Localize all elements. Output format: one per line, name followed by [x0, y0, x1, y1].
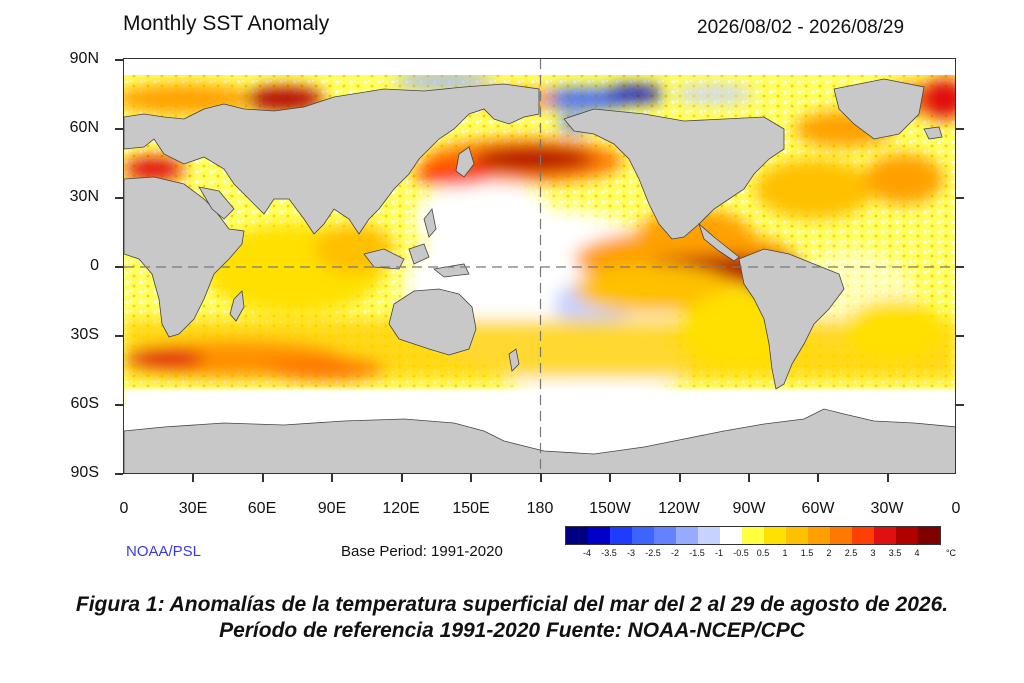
colorbar-swatch: [852, 527, 874, 544]
colorbar-swatch: [830, 527, 852, 544]
south-america-landmass: [738, 248, 845, 390]
lat-tick: [956, 197, 964, 199]
colorbar-swatch: [808, 527, 830, 544]
lon-tick: [887, 474, 889, 482]
colorbar-tick-label: -3.5: [601, 548, 617, 558]
lon-tick: [331, 474, 333, 482]
colorbar-unit: °C: [945, 548, 957, 558]
lat-tick: [115, 473, 123, 475]
colorbar-tick-label: -2.5: [645, 548, 661, 558]
lon-label: 30W: [870, 500, 904, 517]
lon-tick: [540, 474, 542, 482]
colorbar-tick-label: 0.5: [756, 548, 770, 558]
colorbar-tick-label: -1: [714, 548, 724, 558]
lon-label: 60E: [247, 500, 277, 517]
greenland-landmass: [833, 78, 925, 140]
colorbar-tick-label: -0.5: [733, 548, 749, 558]
antarctica-landmass: [124, 408, 955, 473]
lat-tick: [115, 335, 123, 337]
colorbar-swatch: [742, 527, 764, 544]
lat-tick: [115, 197, 123, 199]
colorbar-tick-label: -1.5: [689, 548, 705, 558]
colorbar-tick-label: -3: [626, 548, 636, 558]
land: [124, 78, 955, 473]
sst-map: [123, 58, 956, 474]
lon-tick: [609, 474, 611, 482]
lat-label: 90S: [70, 464, 99, 481]
lon-tick: [401, 474, 403, 482]
colorbar-swatch: [610, 527, 632, 544]
lat-tick: [956, 128, 964, 130]
lat-tick: [956, 404, 964, 406]
anomaly-field: [124, 74, 955, 409]
colorbar-tick-label: -4: [582, 548, 592, 558]
north-america-landmass: [563, 108, 785, 240]
colorbar-swatch: [918, 527, 940, 544]
lon-label: 0: [951, 500, 961, 517]
lon-tick: [262, 474, 264, 482]
colorbar-swatch: [632, 527, 654, 544]
lon-label: 0: [119, 500, 129, 517]
lon-tick: [817, 474, 819, 482]
colorbar-swatch: [874, 527, 896, 544]
date-range: 2026/08/02 - 2026/08/29: [697, 17, 905, 38]
lon-label: 90W: [732, 500, 766, 517]
colorbar-tick-label: -2: [670, 548, 680, 558]
colorbar-tick-label: 2: [826, 548, 832, 558]
lon-label: 180: [526, 500, 554, 517]
figure-caption: Figura 1: Anomalías de la temperatura su…: [75, 593, 949, 642]
lat-tick: [115, 128, 123, 130]
lat-tick: [115, 266, 123, 268]
colorbar-swatch: [786, 527, 808, 544]
lon-tick: [748, 474, 750, 482]
africa-landmass: [124, 176, 245, 338]
lon-label: 120E: [382, 500, 420, 517]
lat-label: 0: [90, 257, 99, 274]
base-period-label: Base Period: 1991-2020: [341, 543, 503, 560]
lat-tick: [115, 59, 123, 61]
australia-landmass: [388, 288, 477, 356]
lat-label: 30S: [70, 326, 99, 343]
colorbar-swatch: [698, 527, 720, 544]
colorbar-labels: -4 -3.5 -3 -2.5 -2 -1.5 -1 -0.5 0.5 1 1.5 2 2.5 3 3.5 4…: [565, 548, 965, 560]
lon-tick: [470, 474, 472, 482]
colorbar-swatch: [566, 527, 588, 544]
lon-label: 120W: [658, 500, 700, 517]
lon-label: 60W: [801, 500, 835, 517]
colorbar-tick-label: 1.5: [800, 548, 814, 558]
colorbar-tick-label: 3.5: [888, 548, 902, 558]
lon-label: 150W: [589, 500, 631, 517]
lat-label: 90N: [69, 50, 99, 67]
lat-tick: [956, 335, 964, 337]
sst-anomaly-map-graphic: [124, 59, 955, 473]
lat-label: 60N: [69, 119, 99, 136]
eurasia-landmass: [124, 83, 540, 235]
colorbar-swatch: [720, 527, 742, 544]
lat-label: 60S: [70, 395, 99, 412]
map-title: Monthly SST Anomaly: [123, 12, 330, 35]
lat-label: 30N: [69, 188, 99, 205]
lon-tick: [192, 474, 194, 482]
lon-label: 30E: [178, 500, 208, 517]
lon-tick: [679, 474, 681, 482]
colorbar-tick-label: 3: [870, 548, 876, 558]
colorbar-swatch: [654, 527, 676, 544]
colorbar-tick-label: 2.5: [844, 548, 858, 558]
colorbar-swatch: [588, 527, 610, 544]
colorbar: [565, 526, 941, 545]
colorbar-swatch: [764, 527, 786, 544]
colorbar-swatch: [896, 527, 918, 544]
colorbar-swatch: [676, 527, 698, 544]
lat-tick: [115, 404, 123, 406]
lat-tick: [956, 266, 964, 268]
lon-label: 150E: [452, 500, 490, 517]
colorbar-tick-label: 4: [914, 548, 920, 558]
lon-label: 90E: [317, 500, 347, 517]
colorbar-tick-label: 1: [782, 548, 788, 558]
credit-label: NOAA/PSL: [126, 543, 202, 560]
